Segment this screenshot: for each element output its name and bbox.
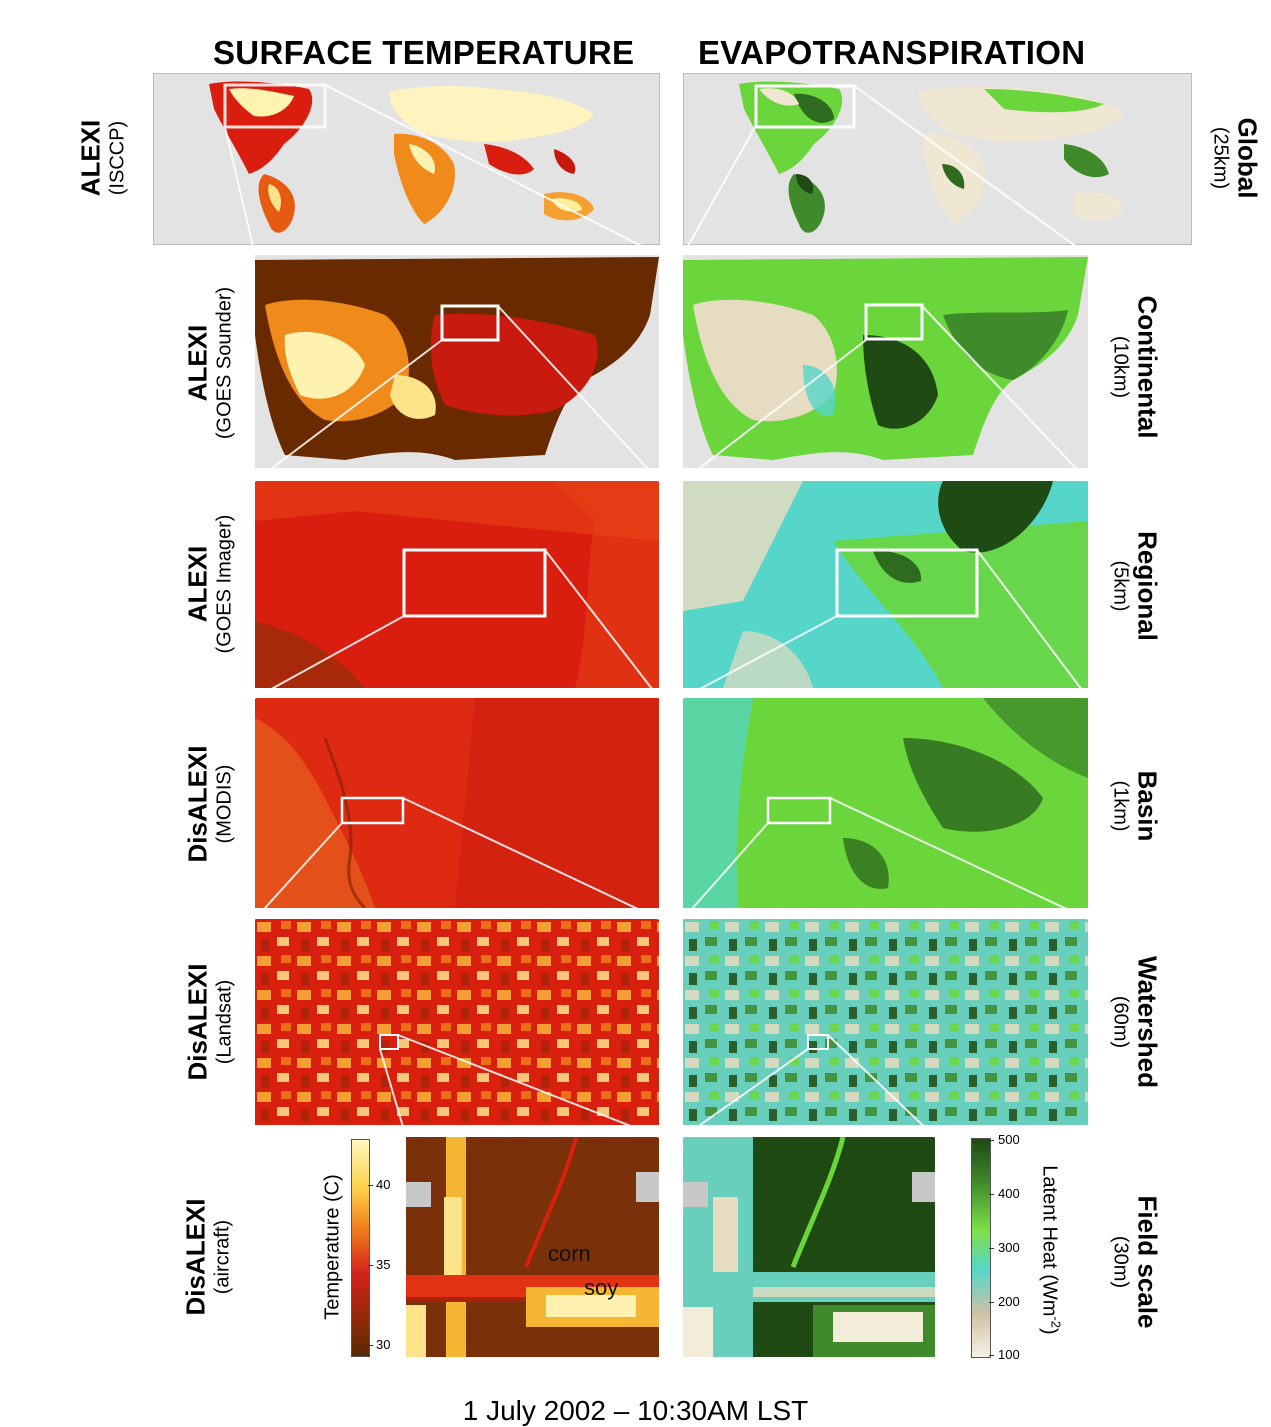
resolution-label: (5km) (1109, 560, 1132, 612)
temperature-map-field (406, 1137, 659, 1357)
scale-label: Basin (1132, 770, 1163, 842)
model-label: ALEXI (75, 119, 106, 197)
et-map-watershed (683, 919, 1088, 1125)
row-label-global-right: Global (25km) (1209, 117, 1263, 199)
row-label-watershed-left: DisALEXI (Landsat) (182, 963, 237, 1081)
row-label-regional-right: Regional (5km) (1109, 531, 1163, 641)
latent-heat-tick-200: 200 (998, 1294, 1020, 1309)
temperature-map-continental (255, 255, 659, 468)
row-label-basin-left: DisALEXI (MODIS) (182, 745, 237, 863)
model-label: ALEXI (182, 324, 213, 402)
soy-label: soy (584, 1275, 619, 1300)
latent-heat-tick-100: 100 (998, 1347, 1020, 1362)
temperature-map-basin (255, 698, 659, 908)
temperature-tick-40: 40 (376, 1177, 391, 1192)
resolution-label: (30m) (1109, 1235, 1132, 1289)
row-label-watershed-right: Watershed (60m) (1109, 956, 1163, 1088)
temperature-colorbar (351, 1139, 370, 1357)
et-map-field (683, 1137, 935, 1357)
latent-heat-colorbar (971, 1138, 991, 1358)
temperature-map-regional (255, 481, 659, 688)
sensor-label: (Landsat) (213, 979, 236, 1065)
et-map-basin (683, 698, 1088, 908)
corn-label: corn (548, 1241, 591, 1266)
row-label-global-left: ALEXI (ISCCP) (75, 119, 130, 197)
row-label-field-right: Field scale (30m) (1109, 1195, 1163, 1329)
model-label: DisALEXI (182, 963, 213, 1081)
sensor-label: (GOES Sounder) (213, 286, 236, 440)
scale-label: Continental (1132, 295, 1163, 439)
scale-label: Global (1232, 117, 1263, 199)
row-label-field-left: DisALEXI (aircraft) (180, 1198, 235, 1316)
sensor-label: (MODIS) (213, 764, 236, 844)
row-label-continental-right: Continental (10km) (1109, 295, 1163, 439)
resolution-label: (10km) (1109, 335, 1132, 399)
temperature-tick-35: 35 (376, 1257, 391, 1272)
temperature-map-global (153, 73, 660, 245)
scale-label: Field scale (1132, 1195, 1163, 1329)
sensor-label: (aircraft) (211, 1219, 234, 1295)
sensor-label: (GOES Imager) (213, 514, 236, 654)
scale-label: Regional (1132, 531, 1163, 641)
date-time-caption: 1 July 2002 – 10:30AM LST (462, 1395, 809, 1426)
et-map-continental (683, 255, 1088, 468)
et-map-regional (683, 481, 1088, 688)
resolution-label: (60m) (1109, 995, 1132, 1049)
latent-heat-colorbar-label: Latent Heat (Wm-2) (1038, 1165, 1064, 1335)
surface-temperature-header: SURFACE TEMPERATURE (213, 34, 635, 71)
resolution-label: (25km) (1209, 126, 1232, 190)
evapotranspiration-header: EVAPOTRANSPIRATION (698, 34, 1086, 71)
model-label: ALEXI (182, 545, 213, 623)
latent-heat-tick-300: 300 (998, 1240, 1020, 1255)
row-label-regional-left: ALEXI (GOES Imager) (182, 514, 237, 654)
row-label-basin-right: Basin (1km) (1109, 770, 1163, 842)
scale-label: Watershed (1132, 956, 1163, 1088)
sensor-label: (ISCCP) (106, 120, 129, 196)
model-label: DisALEXI (180, 1198, 211, 1316)
row-label-continental-left: ALEXI (GOES Sounder) (182, 286, 237, 440)
latent-heat-tick-500: 500 (998, 1132, 1020, 1147)
latent-heat-tick-400: 400 (998, 1186, 1020, 1201)
temperature-colorbar-label: Temperature (C) (321, 1174, 344, 1320)
et-map-global (683, 73, 1192, 245)
temperature-tick-30: 30 (376, 1337, 391, 1352)
temperature-map-watershed (255, 919, 659, 1125)
model-label: DisALEXI (182, 745, 213, 863)
resolution-label: (1km) (1109, 780, 1132, 832)
